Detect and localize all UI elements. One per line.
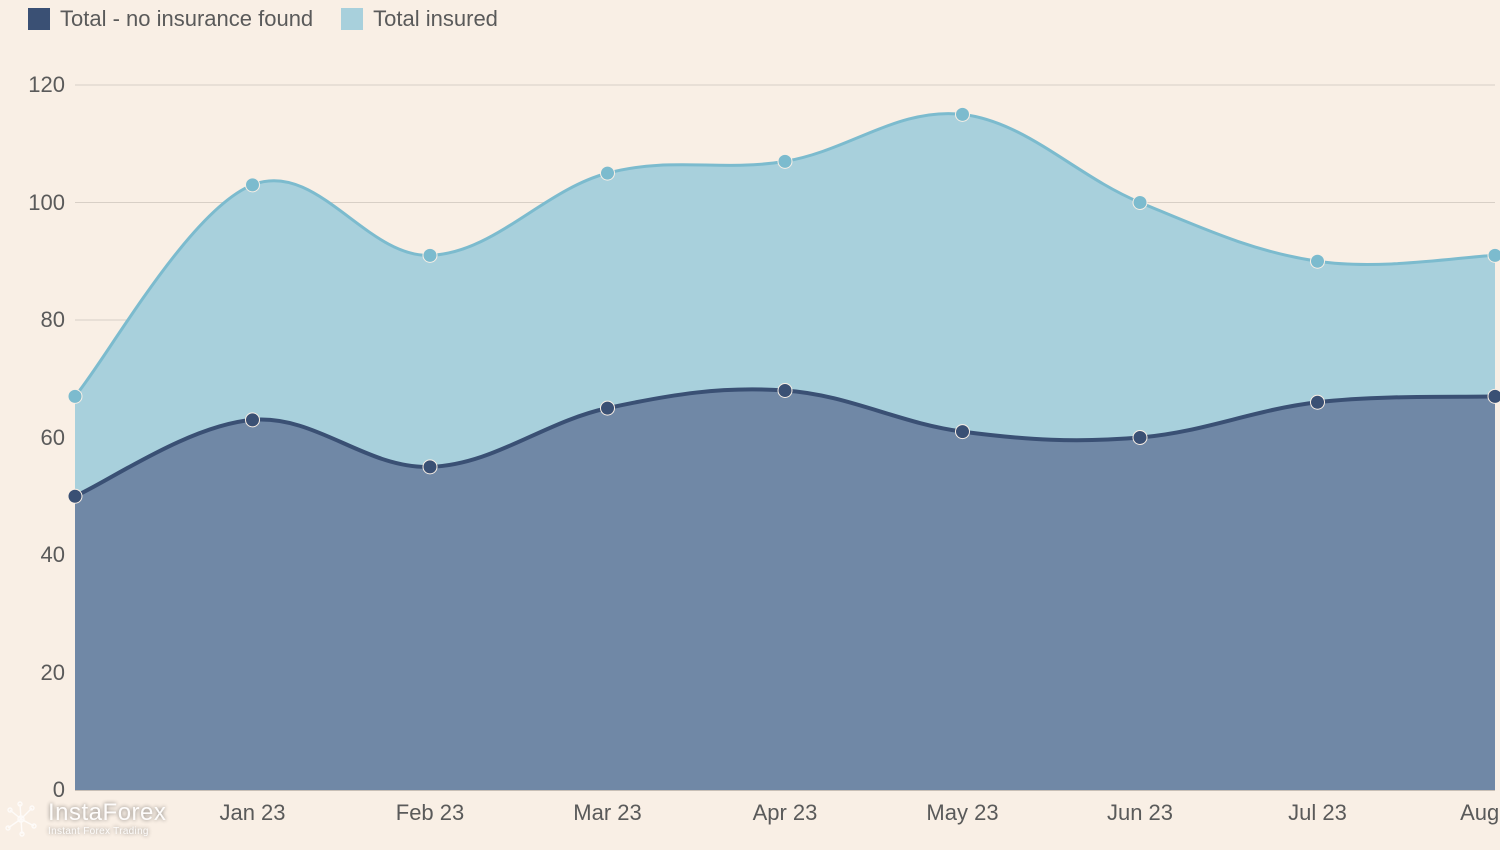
x-tick-label: Apr 23 bbox=[753, 800, 818, 826]
legend: Total - no insurance found Total insured bbox=[28, 6, 498, 32]
x-tick-label: Jun 23 bbox=[1107, 800, 1173, 826]
chart-container: Total - no insurance found Total insured bbox=[0, 0, 1500, 850]
legend-label: Total insured bbox=[373, 6, 498, 32]
area-chart bbox=[0, 0, 1500, 850]
watermark-text: InstaForex Instant Forex Trading bbox=[48, 801, 166, 837]
x-tick-label: Mar 23 bbox=[573, 800, 641, 826]
watermark-logo-icon bbox=[0, 798, 42, 840]
y-tick-label: 80 bbox=[5, 307, 65, 333]
legend-item-no-insurance: Total - no insurance found bbox=[28, 6, 313, 32]
legend-label: Total - no insurance found bbox=[60, 6, 313, 32]
y-tick-label: 60 bbox=[5, 425, 65, 451]
watermark-brand: InstaForex bbox=[48, 801, 166, 825]
legend-swatch bbox=[28, 8, 50, 30]
y-tick-label: 100 bbox=[5, 190, 65, 216]
x-tick-label: Feb 23 bbox=[396, 800, 465, 826]
watermark-tagline: Instant Forex Trading bbox=[48, 827, 166, 837]
x-tick-label: Jan 23 bbox=[219, 800, 285, 826]
legend-swatch bbox=[341, 8, 363, 30]
y-tick-label: 20 bbox=[5, 660, 65, 686]
y-tick-label: 0 bbox=[5, 777, 65, 803]
watermark: InstaForex Instant Forex Trading bbox=[0, 798, 166, 840]
y-tick-label: 120 bbox=[5, 72, 65, 98]
x-tick-label: Jul 23 bbox=[1288, 800, 1347, 826]
y-tick-label: 40 bbox=[5, 542, 65, 568]
legend-item-insured: Total insured bbox=[341, 6, 498, 32]
x-tick-label: Aug 23 bbox=[1460, 800, 1500, 826]
x-tick-label: May 23 bbox=[926, 800, 998, 826]
